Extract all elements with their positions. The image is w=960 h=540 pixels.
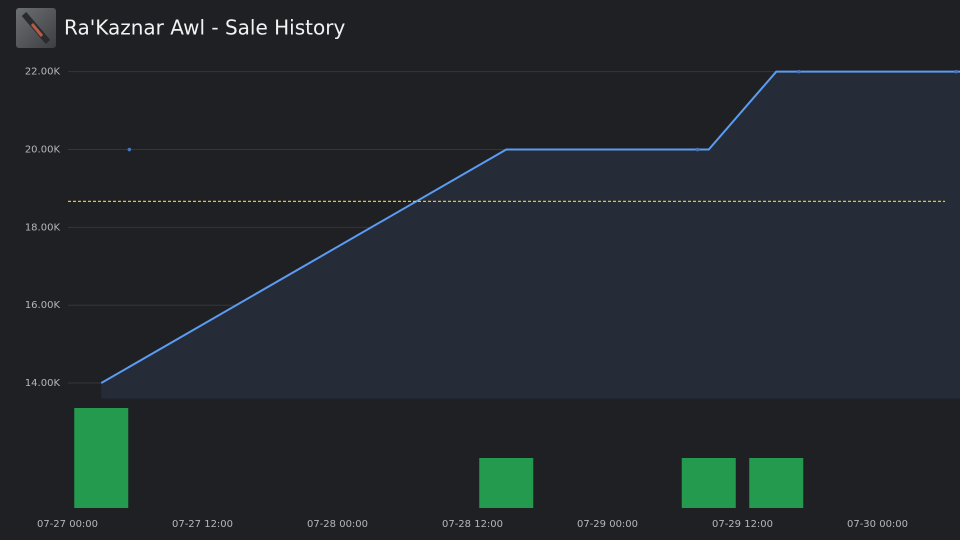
y-tick-label: 14.00K: [25, 378, 61, 389]
volume-bar: [749, 458, 804, 508]
volume-bar: [681, 458, 736, 508]
x-tick-label: 07-28 00:00: [307, 519, 368, 530]
y-tick-label: 20.00K: [25, 145, 61, 156]
y-tick-label: 16.00K: [25, 300, 61, 311]
x-tick-label: 07-30 00:00: [847, 519, 908, 530]
price-area: [101, 71, 960, 399]
x-tick-label: 07-29 12:00: [712, 519, 773, 530]
x-tick-label: 07-29 00:00: [577, 519, 638, 530]
item-icon-detail: [30, 23, 44, 37]
sale-point: [127, 147, 132, 152]
y-tick-label: 18.00K: [25, 222, 61, 233]
sale-point: [796, 69, 801, 74]
x-tick-label: 07-27 12:00: [172, 519, 233, 530]
sale-point: [695, 147, 700, 152]
volume-bar: [479, 458, 534, 508]
volume-bar: [74, 408, 129, 508]
sale-point: [954, 69, 959, 74]
y-tick-label: 22.00K: [25, 67, 61, 78]
x-tick-label: 07-28 12:00: [442, 519, 503, 530]
chart-title: Ra'Kaznar Awl - Sale History: [64, 16, 345, 40]
x-tick-label: 07-27 00:00: [37, 519, 98, 530]
price-line: [100, 70, 960, 384]
